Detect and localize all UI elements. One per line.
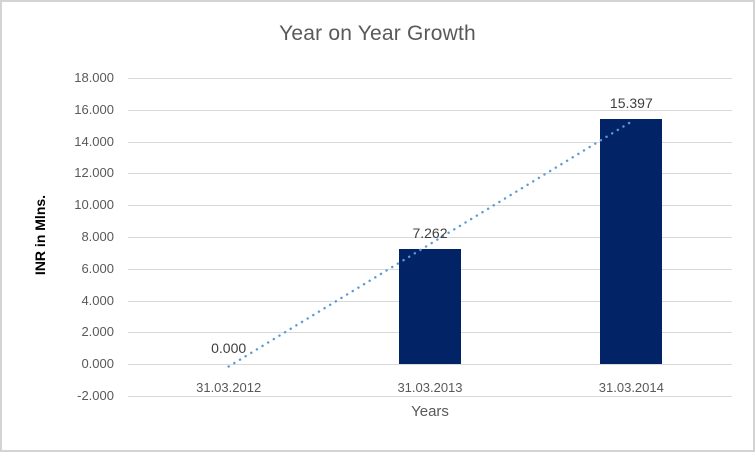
x-axis-title: Years	[411, 403, 449, 420]
data-label: 0.000	[211, 340, 247, 357]
y-axis-tick-label: 12.000	[74, 165, 114, 181]
y-axis-tick-label: 14.000	[74, 133, 114, 149]
y-axis-tick-label: 6.000	[81, 260, 114, 276]
gridline	[128, 364, 732, 366]
gridline	[128, 173, 732, 175]
gridline	[128, 205, 732, 207]
trendline	[227, 120, 633, 368]
gridline	[128, 109, 732, 111]
bar-31.03.2014	[600, 119, 663, 365]
y-axis-tick-label: 0.000	[81, 356, 114, 372]
x-axis-tick-label: 31.03.2014	[598, 380, 664, 395]
gridline	[128, 78, 732, 79]
y-axis-tick-label: 8.000	[81, 229, 114, 244]
gridline	[128, 141, 732, 143]
y-axis-tick-label: 16.000	[74, 101, 114, 117]
chart-title: Year on Year Growth	[279, 22, 476, 45]
plot-area	[128, 78, 732, 397]
y-axis-tick-label: 4.000	[81, 292, 114, 308]
bar-31.03.2013	[399, 248, 461, 365]
y-axis-tick-label: 2.000	[81, 324, 114, 340]
gridline	[128, 237, 732, 238]
x-axis-tick-label: 31.03.2013	[397, 380, 463, 395]
data-label: 7.262	[412, 224, 448, 241]
y-axis-tick-label: -2.000	[77, 388, 114, 403]
trendline-path	[227, 120, 633, 368]
y-axis-tick-label: 10.000	[74, 197, 114, 213]
gridline	[128, 396, 732, 397]
y-axis-tick-label: 18.000	[74, 70, 114, 85]
x-axis-tick-label: 31.03.2012	[196, 380, 262, 395]
data-label: 15.397	[609, 95, 653, 112]
